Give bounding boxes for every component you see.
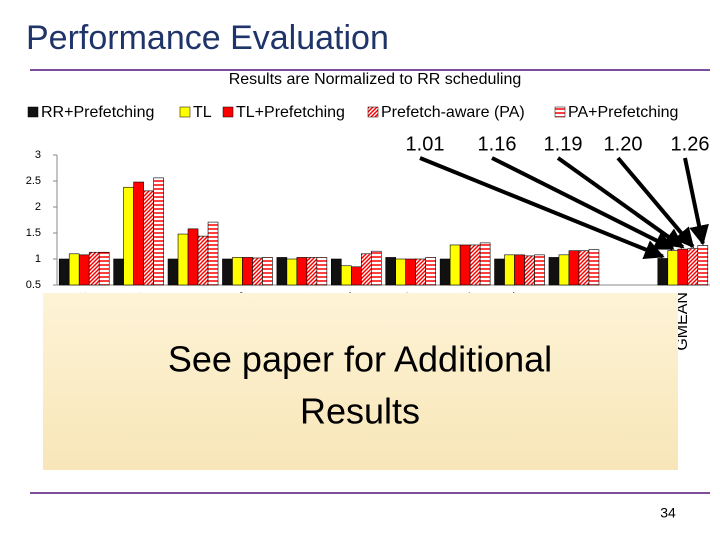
bar (350, 266, 362, 286)
bar (306, 257, 318, 286)
bar (425, 257, 437, 286)
overlay-text: Results (300, 391, 420, 432)
bar (405, 258, 417, 286)
arrow (419, 156, 665, 259)
bar (232, 257, 243, 286)
bar (494, 258, 505, 286)
legend-swatch (179, 106, 191, 118)
bar (449, 244, 461, 286)
bar (133, 181, 144, 286)
bar (459, 244, 471, 286)
y-tick-label: 1 (35, 253, 41, 265)
annotation: 1.20 (604, 133, 643, 155)
bar (78, 254, 90, 286)
bar (385, 257, 397, 286)
arrow (683, 157, 709, 246)
bar (88, 251, 100, 286)
bar (197, 235, 209, 286)
bar (340, 265, 352, 286)
legend-label: RR+Prefetching (41, 104, 154, 121)
bar (588, 249, 600, 286)
annotation: 1.01 (406, 133, 445, 155)
bar (504, 254, 515, 286)
legend-swatch (367, 106, 379, 118)
bar (524, 255, 535, 286)
bar (58, 258, 70, 286)
y-tick-label: 2 (35, 201, 41, 213)
arrow (556, 156, 685, 249)
bar (370, 250, 382, 286)
bar (187, 228, 199, 286)
bar (286, 258, 298, 286)
bar (534, 254, 545, 286)
bar (68, 253, 80, 286)
overlay-text: See paper for Additional (168, 339, 552, 380)
bar (568, 250, 580, 286)
bar (514, 254, 525, 286)
y-tick-label: 2.5 (26, 175, 41, 187)
bar (439, 258, 451, 286)
bar (113, 258, 124, 286)
bar (276, 257, 288, 286)
bar (330, 258, 342, 286)
bar (548, 257, 560, 286)
chart: 0.5 1 1.5 2 2.5 3 RR+Prefetching TL TL+Prefetchi… (26, 104, 710, 351)
chart-title: Results are Normalized to RR scheduling (229, 71, 522, 88)
bar (98, 251, 110, 286)
x-tick-label: GMEAN (674, 292, 691, 351)
bar (697, 245, 709, 286)
legend-swatch (554, 106, 566, 118)
bar (222, 258, 233, 286)
bar (657, 258, 669, 286)
annotation: 1.19 (544, 133, 583, 155)
y-tick-label: 3 (35, 149, 41, 161)
bar (167, 258, 179, 286)
legend-label: Prefetch-aware (PA) (381, 104, 525, 121)
annotation: 1.26 (671, 133, 710, 155)
bar (415, 258, 427, 286)
bar (687, 248, 699, 286)
bar (207, 221, 219, 286)
bar (558, 254, 570, 286)
legend-swatch (222, 106, 234, 118)
bar (395, 258, 407, 286)
bar (123, 186, 134, 286)
slide-title: Performance Evaluation (26, 19, 389, 57)
bar (667, 250, 679, 286)
bar (252, 257, 263, 286)
bar (143, 190, 154, 286)
bar (296, 257, 308, 286)
page-number: 34 (660, 505, 676, 521)
legend-label: PA+Prefetching (568, 104, 678, 121)
bar (153, 177, 164, 286)
bar (242, 257, 253, 286)
arrow (491, 156, 675, 251)
bar (316, 257, 328, 286)
bar (469, 244, 481, 286)
annotation: 1.16 (478, 133, 517, 155)
overlay: See paper for Additional Results (43, 293, 678, 470)
bar (479, 242, 491, 286)
bar (578, 250, 590, 286)
bar (177, 233, 189, 286)
arrow (616, 156, 695, 249)
y-tick-label: 0.5 (26, 279, 41, 291)
overlay-box (43, 293, 678, 470)
legend-label: TL (193, 104, 212, 121)
bar (677, 248, 689, 286)
legend-label: TL+Prefetching (236, 104, 345, 121)
legend-swatch (27, 106, 39, 118)
bar (262, 257, 273, 286)
bar (360, 253, 372, 286)
y-tick-label: 1.5 (26, 227, 41, 239)
